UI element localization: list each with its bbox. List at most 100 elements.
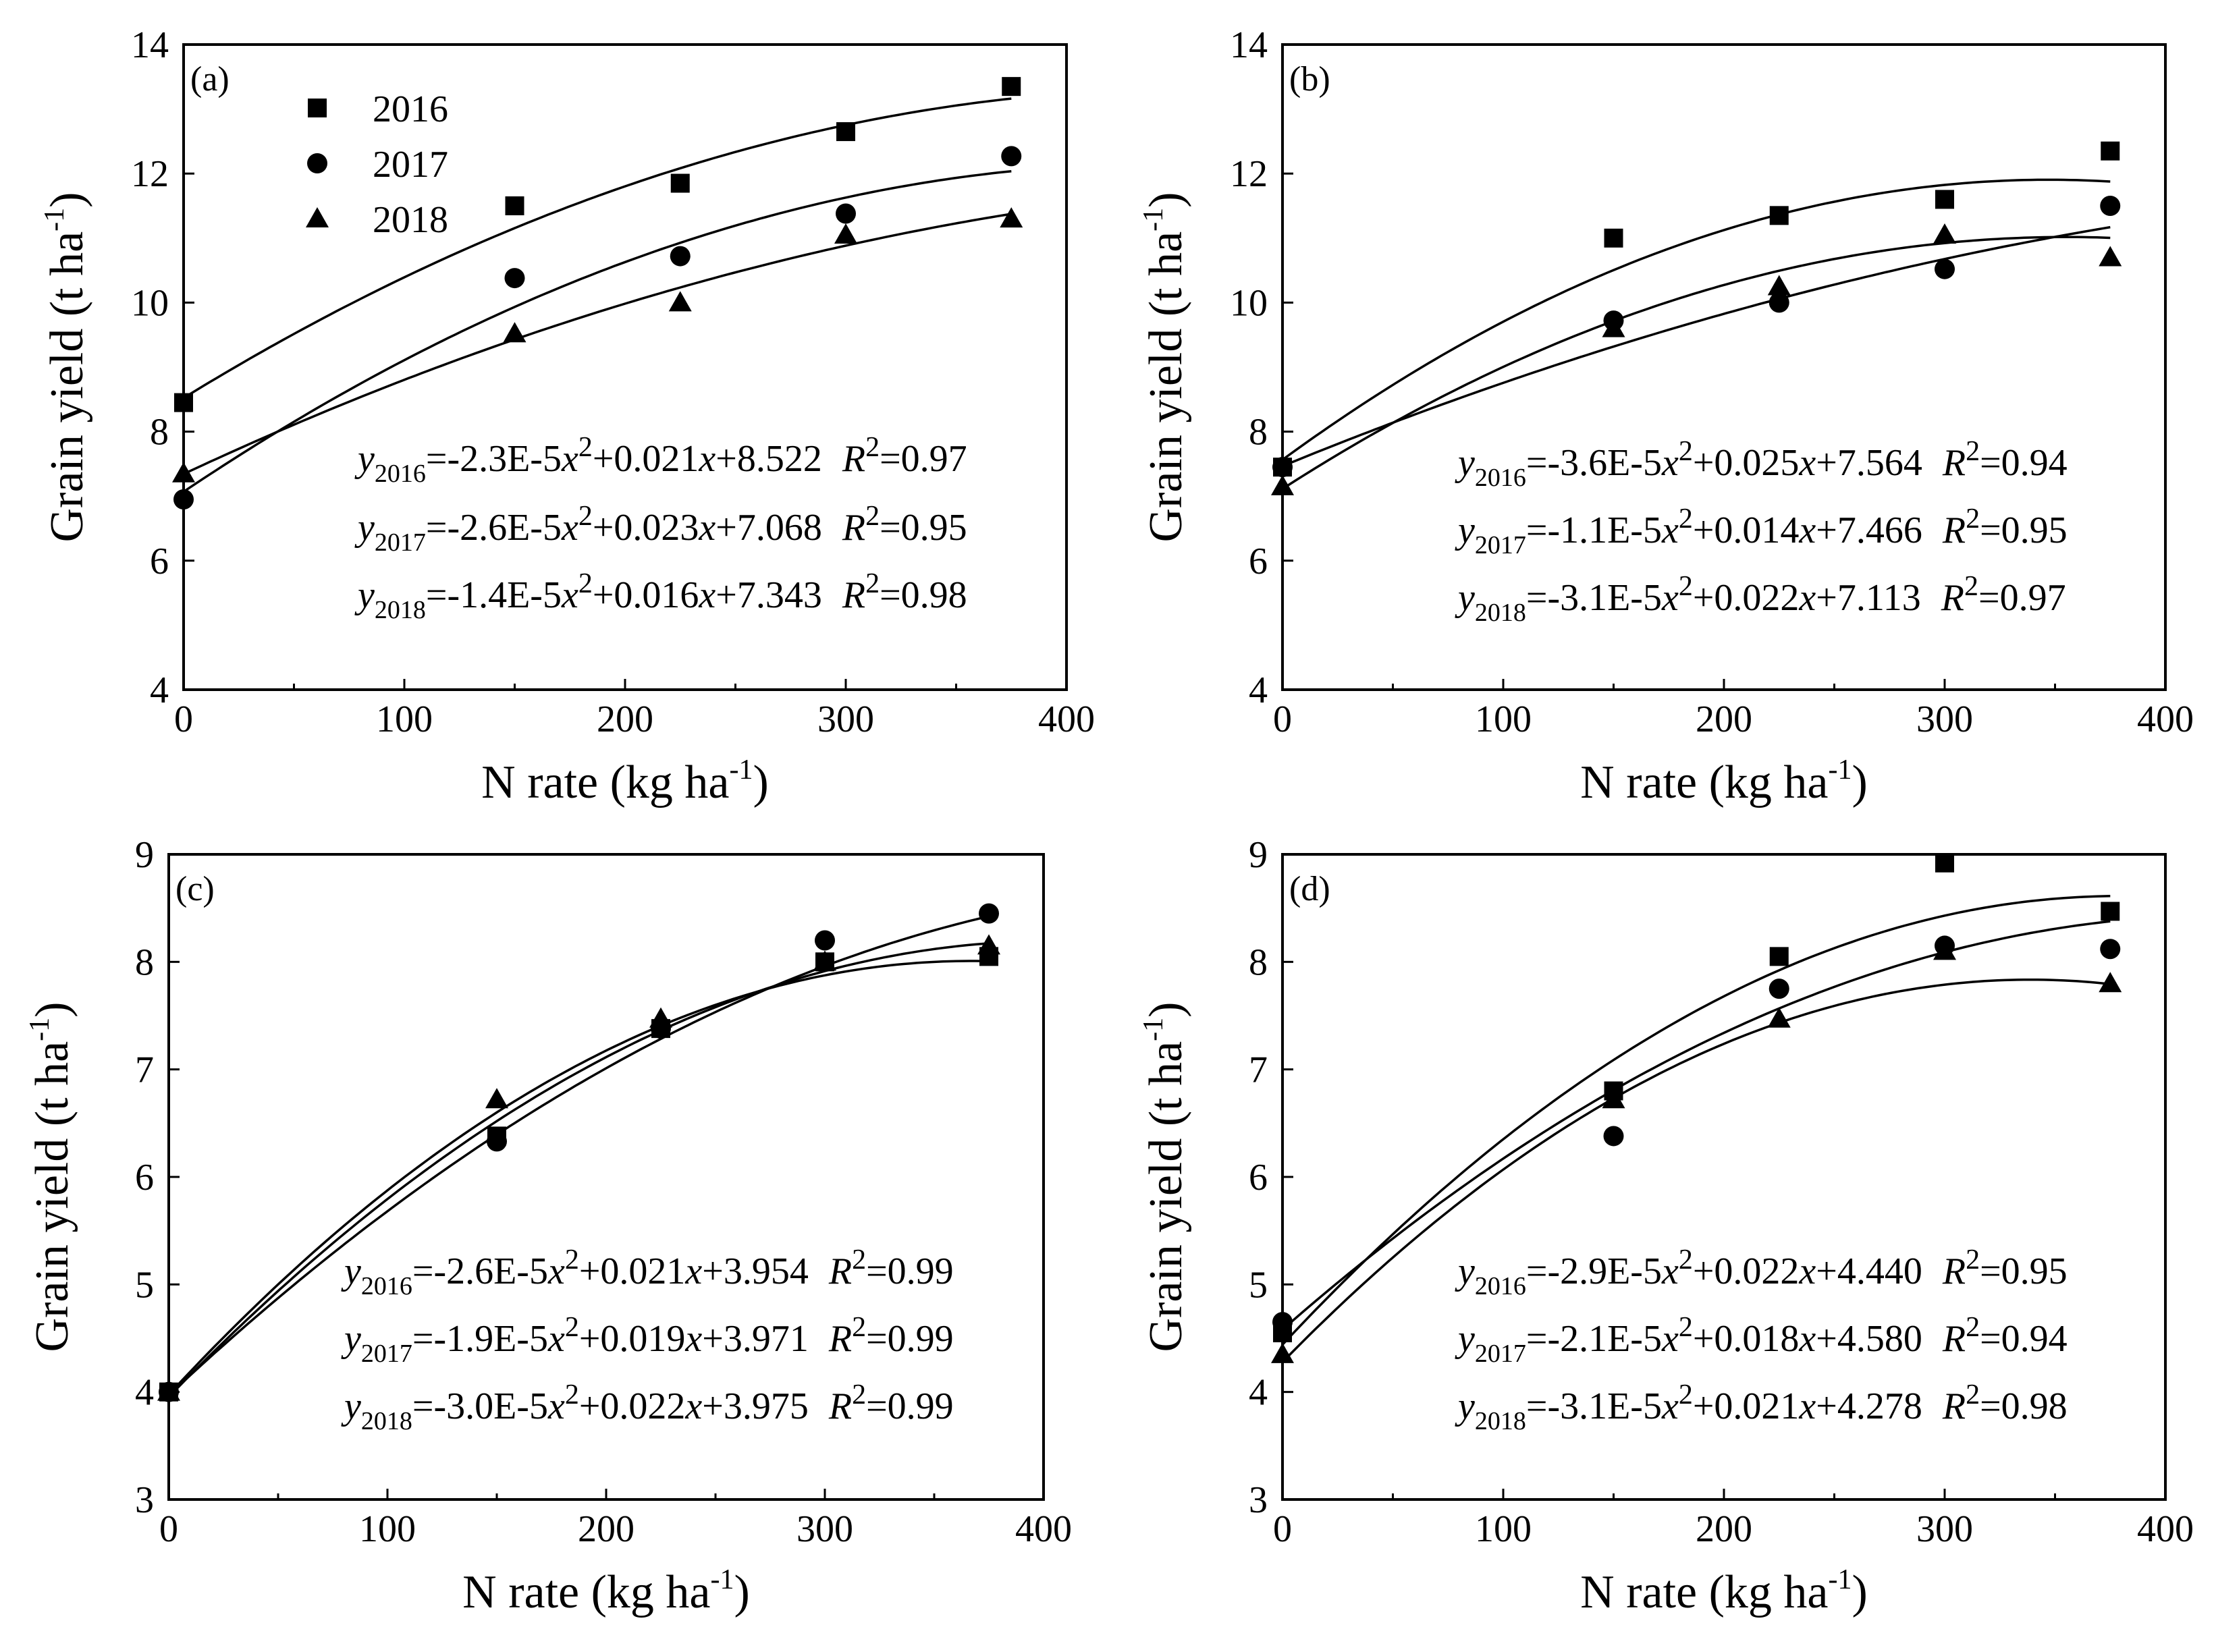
point-2018: [1000, 207, 1023, 228]
equation-2016: y2016=-2.9E-5x2+0.022x+4.440 R2=0.95: [1455, 1244, 2068, 1300]
y-tick-label: 5: [135, 1264, 154, 1306]
equation-2016: y2016=-3.6E-5x2+0.025x+7.564 R2=0.94: [1455, 436, 2068, 492]
legend-label-2017: 2017: [373, 144, 448, 186]
point-2017: [1935, 258, 1955, 279]
legend-label-2018: 2018: [373, 199, 448, 241]
point-2017: [1272, 457, 1293, 478]
y-tick-label: 6: [150, 541, 169, 582]
x-tick-label: 100: [376, 698, 433, 740]
panel-c: 0 100 200 300 400 3 4 5 6 7 8 9 N rate (kg ha-1) Grai…: [24, 834, 1072, 1618]
x-tick-label: 200: [597, 698, 653, 740]
y-tick-label: 6: [1249, 1157, 1268, 1199]
legend-marker-2018: [306, 207, 329, 227]
point-2016: [2101, 902, 2120, 921]
fit-curve-2017: [1281, 920, 2111, 1331]
point-2017: [173, 489, 194, 510]
y-tick-label: 14: [131, 24, 169, 66]
point-2017: [1769, 292, 1789, 313]
y-tick-label: 7: [135, 1049, 154, 1091]
point-2017: [2100, 939, 2121, 960]
panel-b: 0 100 200 300 400 4 6 8 10 12 14 N rate (kg ha-1) Gr…: [1138, 24, 2194, 808]
x-tick-label: 300: [1916, 698, 1973, 740]
fit-curve-2018: [167, 960, 990, 1396]
x-tick-label: 400: [1038, 698, 1095, 740]
fit-curve-2016: [183, 97, 1012, 400]
point-2016: [2101, 141, 2120, 161]
y-axis-title: Grain yield (t ha-1): [39, 192, 93, 543]
x-tick-label: 0: [1273, 1508, 1292, 1550]
point-2017: [1001, 146, 1022, 167]
y-tick-label: 12: [1230, 153, 1268, 195]
y-tick-label: 3: [135, 1479, 154, 1521]
point-2016: [1935, 853, 1954, 873]
point-2017: [487, 1131, 507, 1152]
point-2017: [1769, 979, 1789, 999]
point-2016: [1604, 228, 1623, 248]
x-tick-label: 100: [1475, 1508, 1532, 1550]
point-2018: [172, 462, 195, 483]
point-2016: [1935, 190, 1954, 209]
y-axis-title: Grain yield (t ha-1): [1138, 1002, 1192, 1352]
x-tick-label: 200: [1696, 1508, 1752, 1550]
legend-marker-2016: [308, 99, 327, 117]
x-tick-label: 400: [2137, 1508, 2194, 1550]
x-tick-label: 100: [1475, 698, 1532, 740]
equation-2016: y2016=-2.3E-5x2+0.021x+8.522 R2=0.97: [354, 432, 967, 488]
point-2018: [1271, 1342, 1294, 1363]
legend-label-2016: 2016: [373, 88, 448, 130]
x-axis-title: N rate (kg ha-1): [1580, 754, 1868, 808]
point-2018: [1271, 474, 1294, 495]
equation-2018: y2018=-3.0E-5x2+0.022x+3.975 R2=0.99: [341, 1379, 954, 1435]
fit-curve-2018: [183, 213, 1012, 475]
x-tick-label: 0: [159, 1508, 178, 1550]
y-tick-label: 8: [150, 412, 169, 453]
y-axis-title: Grain yield (t ha-1): [24, 1002, 78, 1352]
x-axis-title: N rate (kg ha-1): [481, 754, 769, 808]
fit-curve-2018: [1282, 236, 2111, 490]
fit-curve-2017: [1282, 225, 2111, 468]
panel-label: (b): [1289, 60, 1330, 99]
point-2018: [1602, 316, 1625, 337]
fit-curve-2016: [167, 942, 990, 1398]
y-tick-label: 10: [1230, 282, 1268, 324]
point-2017: [815, 930, 835, 951]
point-2017: [836, 203, 856, 224]
point-2017: [2100, 196, 2121, 216]
point-2018: [1933, 223, 1956, 244]
y-tick-label: 9: [135, 834, 154, 876]
equation-2018: y2018=-1.4E-5x2+0.016x+7.343 R2=0.98: [354, 568, 967, 624]
point-2016: [1002, 77, 1021, 97]
point-2018: [2099, 972, 2122, 993]
equation-2018: y2018=-3.1E-5x2+0.021x+4.278 R2=0.98: [1455, 1379, 2068, 1435]
y-tick-label: 9: [1249, 834, 1268, 876]
y-tick-label: 5: [1249, 1264, 1268, 1306]
y-tick-label: 4: [150, 669, 169, 711]
point-2016: [1769, 947, 1789, 966]
point-2018: [485, 1088, 508, 1109]
equation-2018: y2018=-3.1E-5x2+0.022x+7.113 R2=0.97: [1455, 571, 2066, 627]
point-2018: [1933, 939, 1956, 960]
x-tick-label: 200: [578, 1508, 634, 1550]
point-2017: [504, 268, 525, 289]
x-tick-label: 400: [1015, 1508, 1072, 1550]
panel-label: (d): [1289, 870, 1330, 908]
y-tick-label: 4: [1249, 669, 1268, 711]
y-axis-title: Grain yield (t ha-1): [1138, 192, 1192, 543]
point-2017: [1603, 1126, 1624, 1147]
point-2016: [1769, 206, 1789, 225]
point-2016: [836, 122, 855, 142]
panel-d: 0 100 200 300 400 3 4 5 6 7 8 9 N rate (kg ha-1) Grai…: [1138, 834, 2194, 1618]
point-2016: [505, 196, 524, 215]
y-tick-label: 10: [131, 282, 169, 324]
equation-2016: y2016=-2.6E-5x2+0.021x+3.954 R2=0.99: [341, 1244, 954, 1300]
x-tick-label: 200: [1696, 698, 1752, 740]
equation-2017: y2017=-2.1E-5x2+0.018x+4.580 R2=0.94: [1455, 1312, 2068, 1368]
point-2018: [649, 1007, 672, 1028]
x-tick-label: 0: [174, 698, 193, 740]
y-tick-label: 8: [1249, 941, 1268, 983]
point-2017: [1272, 1312, 1293, 1333]
x-tick-label: 300: [1916, 1508, 1973, 1550]
point-2017: [979, 903, 999, 924]
point-2017: [670, 246, 691, 267]
